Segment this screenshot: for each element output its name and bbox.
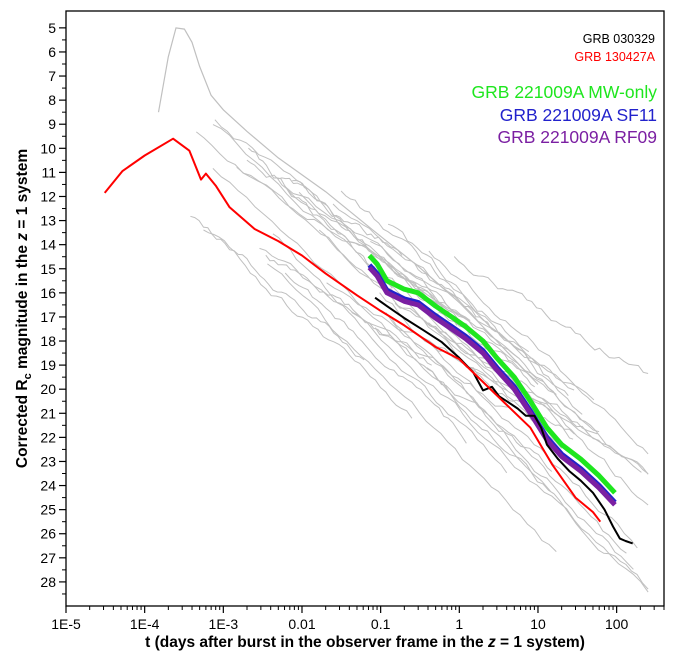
y-tick-label: 16: [40, 285, 56, 301]
background-curve: [428, 250, 649, 455]
legend-entry-grb-030329: GRB 030329: [583, 32, 655, 46]
background-curve: [351, 312, 649, 593]
y-tick-label: 18: [40, 333, 56, 349]
x-tick-label: 1E-4: [130, 616, 160, 632]
x-tick-label: 1E-5: [51, 616, 81, 632]
background-curve: [236, 166, 520, 359]
y-tick-label: 25: [40, 502, 56, 518]
series-line-grb-130427a: [103, 137, 602, 523]
background-curve: [190, 215, 365, 361]
series-lines: [103, 137, 634, 545]
background-curve: [276, 177, 471, 322]
y-tick-label: 20: [40, 381, 56, 397]
y-tick-label: 26: [40, 526, 56, 542]
background-curve: [157, 27, 539, 385]
legend-entry-grb-221009a-mw-only: GRB 221009A MW-only: [472, 82, 658, 102]
x-tick-label: 0.01: [288, 616, 315, 632]
background-curve: [248, 147, 393, 289]
y-axis-title: Corrected Rc magnitude in the z = 1 syst…: [14, 149, 34, 468]
background-curve: [285, 186, 595, 401]
y-tick-label: 8: [48, 92, 56, 108]
y-tick-label: 21: [40, 405, 56, 421]
y-tick-label: 5: [48, 20, 56, 36]
y-tick-label: 27: [40, 550, 56, 566]
background-curve: [318, 229, 563, 449]
x-tick-label: 10: [530, 616, 546, 632]
background-curve: [428, 310, 649, 506]
x-tick-label: 0.1: [371, 616, 391, 632]
background-curve: [379, 292, 638, 549]
legend-entry-grb-221009a-sf11: GRB 221009A SF11: [500, 105, 657, 125]
y-tick-label: 24: [40, 478, 56, 494]
background-curve: [428, 322, 649, 475]
series-line-grb-221009a-mw-only: [367, 253, 617, 495]
background-curve: [374, 327, 553, 472]
background-curve: [203, 229, 413, 419]
y-axis: 5 6 7 8 9 10 11 12 13 14 15 16 17 18 19 20 21 22 23 24 25 26 2…: [40, 20, 66, 595]
background-curve: [340, 190, 530, 353]
y-tick-label: 19: [40, 357, 56, 373]
y-tick-label: 17: [40, 309, 56, 325]
background-curve: [246, 159, 403, 256]
y-tick-label: 28: [40, 574, 56, 590]
background-curve: [259, 247, 508, 408]
background-curve: [212, 168, 551, 492]
y-tick-label: 6: [48, 44, 56, 60]
background-curve: [453, 256, 649, 374]
background-curve: [370, 240, 600, 433]
y-tick-label: 7: [48, 68, 56, 84]
y-tick-label: 11: [41, 164, 56, 180]
y-tick-label: 22: [40, 429, 56, 445]
legend-entry-grb-130427a: GRB 130427A: [574, 50, 655, 64]
background-curve: [267, 263, 557, 552]
y-tick-label: 15: [40, 261, 56, 277]
background-curve: [332, 203, 575, 391]
legend: GRB 030329 GRB 130427A GRB 221009A MW-on…: [472, 32, 658, 147]
x-tick-label: 100: [605, 616, 629, 632]
legend-entry-grb-221009a-rf09: GRB 221009A RF09: [497, 127, 657, 147]
background-curve: [284, 272, 467, 444]
x-axis: 1E-5 1E-4 1E-3 0.01 0.1 1 10 100: [51, 606, 665, 632]
background-curve: [272, 233, 508, 474]
x-tick-label: 1E-3: [209, 616, 239, 632]
y-tick-label: 13: [40, 213, 56, 229]
background-curve: [265, 254, 432, 366]
background-curve: [413, 262, 569, 397]
background-curve: [195, 131, 508, 392]
series-line-grb-221009a-rf09: [367, 265, 617, 507]
series-line-grb-030329: [374, 296, 634, 545]
plot-frame: [65, 10, 665, 607]
background-curve: [385, 312, 634, 570]
x-tick-label: 1: [455, 616, 463, 632]
background-curve: [389, 315, 627, 554]
background-curve: [387, 223, 583, 415]
y-tick-label: 14: [40, 237, 56, 253]
y-tick-label: 9: [48, 116, 56, 132]
background-curve: [214, 119, 466, 319]
background-curve: [326, 282, 642, 473]
y-tick-label: 10: [40, 140, 56, 156]
y-tick-label: 23: [40, 453, 56, 469]
y-tick-label: 12: [40, 188, 56, 204]
background-curve: [426, 367, 649, 590]
x-axis-title: t (days after burst in the observer fram…: [145, 634, 585, 651]
